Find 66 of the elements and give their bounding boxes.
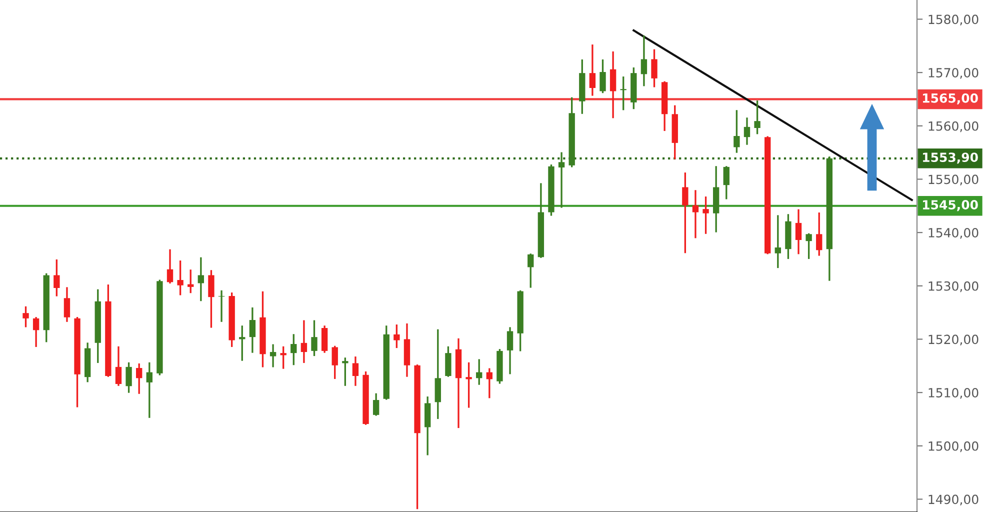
candlestick <box>744 118 750 145</box>
candlestick <box>300 320 308 363</box>
candlestick <box>445 346 452 377</box>
candlestick <box>311 320 318 356</box>
candlestick <box>218 290 225 322</box>
candlestick <box>723 166 730 200</box>
candlestick <box>270 344 276 368</box>
ref-line-label: 1545,00 <box>922 200 978 212</box>
candlestick <box>208 270 214 328</box>
candlestick <box>249 307 256 353</box>
candlestick <box>321 326 328 353</box>
candlestick <box>774 215 781 268</box>
candlestick <box>188 270 194 294</box>
y-tick-label: 1570,00 <box>928 68 978 79</box>
candlestick <box>54 259 60 296</box>
y-tick-label: 1530,00 <box>928 281 978 292</box>
ref-line-label: 1553,90 <box>922 152 978 164</box>
candlestick <box>372 393 380 416</box>
y-tick-label: 1540,00 <box>928 228 978 239</box>
candlestick <box>342 358 348 386</box>
candlestick <box>795 209 802 254</box>
candlestick <box>466 362 472 408</box>
candlestick <box>528 254 534 288</box>
candlestick <box>620 76 626 110</box>
candlestick <box>682 172 688 254</box>
y-tick-label: 1560,00 <box>928 121 978 132</box>
candlestick <box>486 368 492 398</box>
candlestick <box>506 327 514 374</box>
ref-line-label: 1565,00 <box>922 93 978 104</box>
candlestick <box>806 233 812 259</box>
candlestick <box>146 362 152 418</box>
candlestick <box>816 212 822 256</box>
candlestick <box>610 51 616 118</box>
candlestick <box>166 249 174 284</box>
candlestick <box>476 359 482 385</box>
candlestick <box>177 260 184 296</box>
candlestick <box>434 329 441 419</box>
candlestick <box>600 59 606 94</box>
y-tick-label: 1550,00 <box>928 174 978 186</box>
candlestick <box>640 35 648 86</box>
candlestick <box>136 363 142 394</box>
candlestick <box>589 44 596 96</box>
candlestick <box>280 346 286 369</box>
candlestick <box>32 317 40 347</box>
candlestick <box>734 110 740 153</box>
candlestick <box>558 152 565 208</box>
candlestick <box>702 196 709 234</box>
candlestick <box>115 346 122 386</box>
candlestick <box>424 396 431 456</box>
candlestick <box>332 346 338 379</box>
candlestick <box>352 356 359 386</box>
y-tick-label: 1580,00 <box>928 14 978 26</box>
candlestick <box>394 324 400 348</box>
y-tick-label: 1510,00 <box>928 388 978 399</box>
candlestick <box>198 257 204 302</box>
candlestick <box>754 100 760 134</box>
candlestick <box>126 362 132 393</box>
y-tick-label: 1500,00 <box>928 441 978 452</box>
candlestick <box>651 49 658 88</box>
candlestick <box>290 334 297 366</box>
candlestick <box>239 326 246 361</box>
candlestick <box>64 287 70 322</box>
candlestick <box>692 190 699 238</box>
y-tick-label: 1490,00 <box>928 494 978 506</box>
candlestick <box>22 306 29 328</box>
y-tick-label: 1520,00 <box>928 334 978 346</box>
